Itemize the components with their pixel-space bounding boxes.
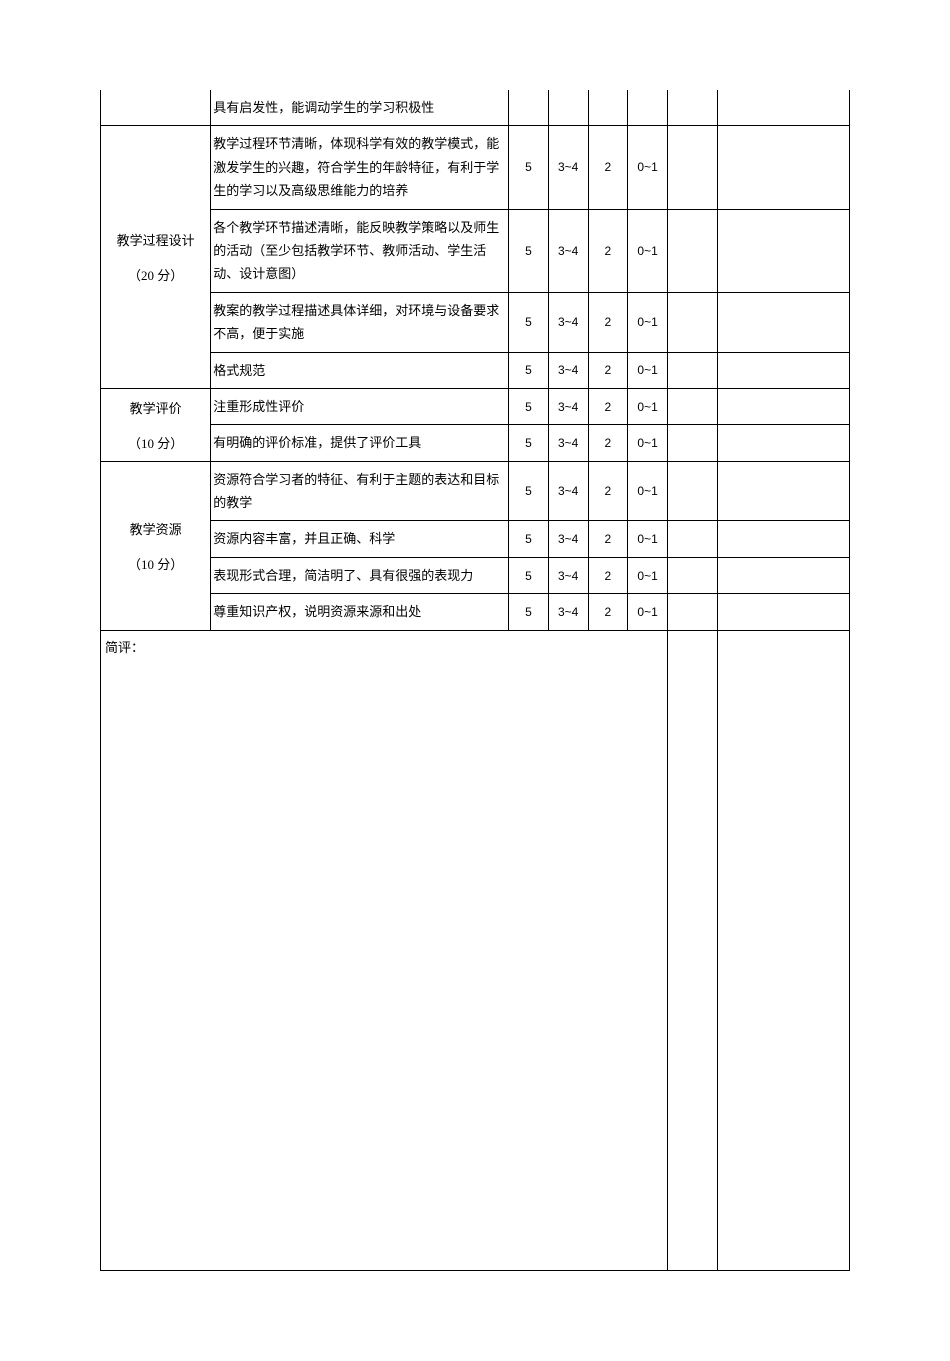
score-cell: 3~4 (548, 292, 588, 352)
score-cell (588, 90, 628, 126)
score-cell: 3~4 (548, 209, 588, 292)
blank-cell (717, 90, 849, 126)
category-cell: 教学评价（10 分） (101, 388, 211, 461)
score-cell: 5 (509, 521, 549, 557)
score-cell: 5 (509, 292, 549, 352)
blank-cell (667, 352, 717, 388)
score-cell: 0~1 (628, 594, 668, 630)
score-cell: 2 (588, 292, 628, 352)
blank-cell (717, 292, 849, 352)
blank-cell (667, 425, 717, 461)
score-cell: 5 (509, 594, 549, 630)
score-cell: 2 (588, 388, 628, 424)
criteria-cell: 注重形成性评价 (211, 388, 509, 424)
criteria-cell: 各个教学环节描述清晰，能反映教学策略以及师生的活动（至少包括教学环节、教师活动、… (211, 209, 509, 292)
score-cell: 2 (588, 425, 628, 461)
table-row: 教案的教学过程描述具体详细，对环境与设备要求不高，便于实施53~420~1 (101, 292, 850, 352)
score-cell: 5 (509, 209, 549, 292)
score-cell: 0~1 (628, 209, 668, 292)
blank-cell (667, 557, 717, 593)
table-row: 具有启发性，能调动学生的学习积极性 (101, 90, 850, 126)
table-row: 教学资源（10 分）资源符合学习者的特征、有利于主题的表达和目标的教学53~42… (101, 461, 850, 521)
score-cell: 3~4 (548, 521, 588, 557)
table-row: 尊重知识产权，说明资源来源和出处53~420~1 (101, 594, 850, 630)
blank-cell (717, 126, 849, 209)
score-cell: 5 (509, 352, 549, 388)
score-cell: 2 (588, 126, 628, 209)
blank-cell (667, 594, 717, 630)
criteria-cell: 资源符合学习者的特征、有利于主题的表达和目标的教学 (211, 461, 509, 521)
criteria-cell: 有明确的评价标准，提供了评价工具 (211, 425, 509, 461)
blank-cell (667, 90, 717, 126)
blank-cell (717, 521, 849, 557)
score-cell: 0~1 (628, 352, 668, 388)
blank-cell (717, 557, 849, 593)
score-cell: 5 (509, 425, 549, 461)
blank-cell (717, 630, 849, 1270)
score-cell: 0~1 (628, 292, 668, 352)
score-cell: 3~4 (548, 557, 588, 593)
score-cell: 0~1 (628, 461, 668, 521)
score-cell: 2 (588, 521, 628, 557)
score-cell: 2 (588, 209, 628, 292)
score-cell: 0~1 (628, 388, 668, 424)
criteria-cell: 表现形式合理，简洁明了、具有很强的表现力 (211, 557, 509, 593)
table-row: 表现形式合理，简洁明了、具有很强的表现力53~420~1 (101, 557, 850, 593)
blank-cell (717, 209, 849, 292)
table-row: 资源内容丰富，并且正确、科学53~420~1 (101, 521, 850, 557)
score-cell: 3~4 (548, 352, 588, 388)
category-cell: 教学资源（10 分） (101, 461, 211, 630)
score-cell: 0~1 (628, 557, 668, 593)
blank-cell (667, 521, 717, 557)
score-cell: 3~4 (548, 461, 588, 521)
score-cell: 2 (588, 557, 628, 593)
blank-cell (667, 209, 717, 292)
blank-cell (717, 425, 849, 461)
score-cell: 3~4 (548, 126, 588, 209)
criteria-cell: 格式规范 (211, 352, 509, 388)
criteria-cell: 资源内容丰富，并且正确、科学 (211, 521, 509, 557)
score-cell: 5 (509, 557, 549, 593)
table-row: 教学过程设计（20 分）教学过程环节清晰，体现科学有效的教学模式，能激发学生的兴… (101, 126, 850, 209)
evaluation-rubric-table: 具有启发性，能调动学生的学习积极性教学过程设计（20 分）教学过程环节清晰，体现… (100, 90, 850, 1271)
blank-cell (717, 388, 849, 424)
score-cell: 0~1 (628, 521, 668, 557)
blank-cell (667, 461, 717, 521)
blank-cell (667, 292, 717, 352)
criteria-cell: 教案的教学过程描述具体详细，对环境与设备要求不高，便于实施 (211, 292, 509, 352)
score-cell: 5 (509, 126, 549, 209)
table-row: 各个教学环节描述清晰，能反映教学策略以及师生的活动（至少包括教学环节、教师活动、… (101, 209, 850, 292)
category-cell (101, 90, 211, 126)
score-cell: 0~1 (628, 126, 668, 209)
brief-comment-row: 简评： (101, 630, 850, 1270)
brief-comment-cell: 简评： (101, 630, 668, 1270)
category-cell: 教学过程设计（20 分） (101, 126, 211, 389)
criteria-cell: 具有启发性，能调动学生的学习积极性 (211, 90, 509, 126)
score-cell (628, 90, 668, 126)
score-cell: 5 (509, 461, 549, 521)
score-cell: 3~4 (548, 388, 588, 424)
blank-cell (667, 388, 717, 424)
criteria-cell: 教学过程环节清晰，体现科学有效的教学模式，能激发学生的兴趣，符合学生的年龄特征，… (211, 126, 509, 209)
score-cell: 2 (588, 461, 628, 521)
table-row: 教学评价（10 分）注重形成性评价53~420~1 (101, 388, 850, 424)
blank-cell (717, 461, 849, 521)
blank-cell (667, 126, 717, 209)
blank-cell (717, 594, 849, 630)
score-cell: 2 (588, 594, 628, 630)
table-row: 格式规范53~420~1 (101, 352, 850, 388)
table-row: 有明确的评价标准，提供了评价工具53~420~1 (101, 425, 850, 461)
criteria-cell: 尊重知识产权，说明资源来源和出处 (211, 594, 509, 630)
score-cell: 0~1 (628, 425, 668, 461)
score-cell: 3~4 (548, 594, 588, 630)
score-cell: 3~4 (548, 425, 588, 461)
score-cell: 2 (588, 352, 628, 388)
blank-cell (717, 352, 849, 388)
score-cell (548, 90, 588, 126)
blank-cell (667, 630, 717, 1270)
score-cell: 5 (509, 388, 549, 424)
score-cell (509, 90, 549, 126)
